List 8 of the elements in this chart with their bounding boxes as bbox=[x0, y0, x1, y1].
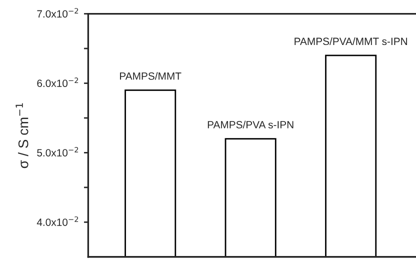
y-tick-label: 6.0x10$^{−2}$ bbox=[37, 78, 78, 88]
x-tick-label: PAMPS/PVA/MMT s-IPN bbox=[294, 37, 407, 46]
y-axis-title: σ / S cm$^{−1}$ bbox=[16, 103, 28, 168]
y-tick-label: 7.0x10$^{−2}$ bbox=[37, 8, 78, 18]
x-tick-label: PAMPS/PVA s-IPN bbox=[208, 120, 294, 128]
y-tick-label: 5.0x10$^{−2}$ bbox=[37, 146, 78, 156]
x-tick-label: PAMPS/MMT bbox=[120, 72, 182, 80]
y-tick-label: 4.0x10$^{−2}$ bbox=[36, 216, 78, 226]
